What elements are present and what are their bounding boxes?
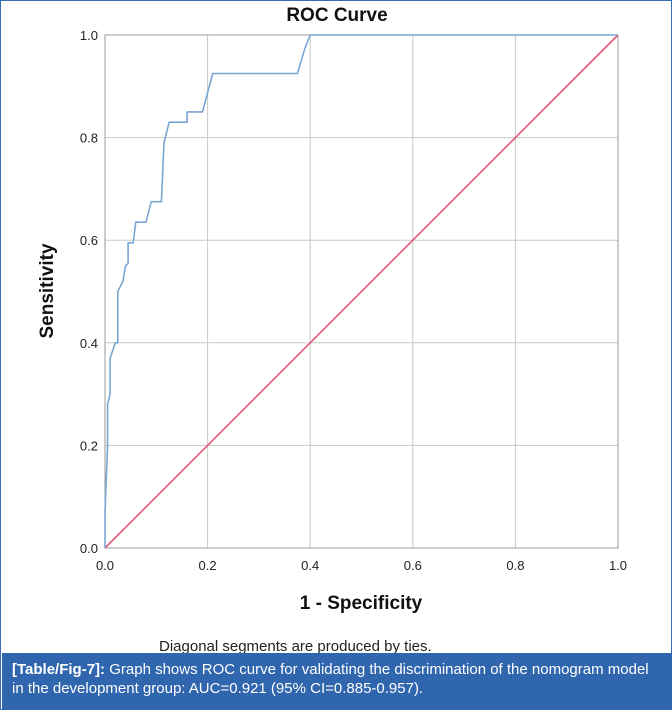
y-tick-label: 1.0 <box>80 28 98 43</box>
y-tick-label: 0.0 <box>80 541 98 556</box>
caption-tag: [Table/Fig-7]: <box>12 661 106 678</box>
x-tick-label: 0.8 <box>506 558 524 573</box>
x-tick-label: 0.6 <box>404 558 422 573</box>
x-axis-label: 1 - Specificity <box>299 593 423 614</box>
y-tick-label: 0.8 <box>80 131 98 146</box>
x-tick-label: 0.2 <box>199 558 217 573</box>
caption-text: Graph shows ROC curve for validating the… <box>12 661 649 697</box>
y-tick-label: 0.4 <box>80 336 98 351</box>
figure-caption: [Table/Fig-7]: Graph shows ROC curve for… <box>2 653 672 710</box>
x-tick-label: 0.0 <box>96 558 114 573</box>
chart-footnote: Diagonal segments are produced by ties. <box>159 638 432 655</box>
y-tick-label: 0.2 <box>80 438 98 453</box>
reference-diagonal-line <box>104 34 619 549</box>
y-axis-label: Sensitivity <box>37 243 58 339</box>
x-tick-label: 1.0 <box>609 558 627 573</box>
y-tick-label: 0.6 <box>80 233 98 248</box>
chart-title: ROC Curve <box>286 5 388 26</box>
x-tick-label: 0.4 <box>301 558 319 573</box>
roc-curve-line <box>104 34 618 548</box>
